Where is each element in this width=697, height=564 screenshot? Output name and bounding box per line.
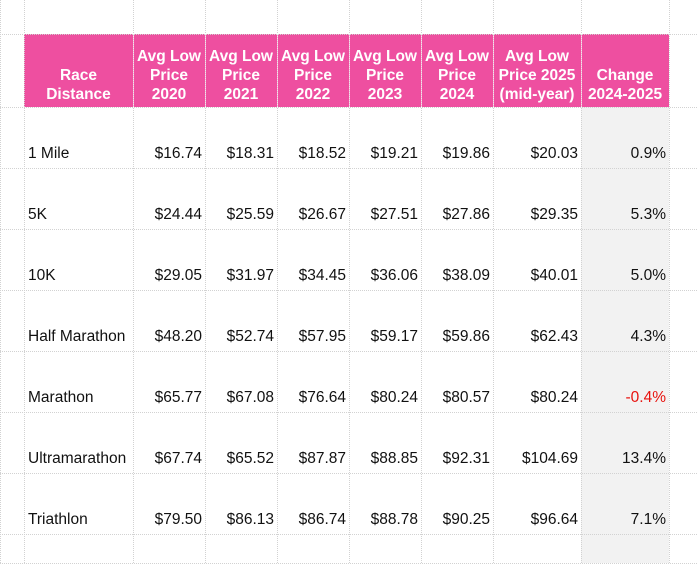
grid-column-line [581, 0, 582, 563]
change-cell[interactable]: 5.3% [630, 206, 666, 223]
header-cell[interactable]: Avg Low Price 2025 (mid-year) [498, 48, 576, 103]
price-cell[interactable]: $79.50 [154, 511, 202, 528]
price-cell[interactable]: $88.85 [370, 450, 418, 467]
grid-column-line [421, 0, 422, 563]
price-cell[interactable]: $38.09 [442, 267, 490, 284]
price-cell[interactable]: $59.17 [370, 328, 418, 345]
row-label-cell[interactable]: Marathon [28, 389, 94, 406]
grid-column-line [277, 0, 278, 563]
price-cell[interactable]: $27.51 [370, 206, 418, 223]
header-row [24, 34, 669, 107]
price-cell[interactable]: $36.06 [370, 267, 418, 284]
row-label-cell[interactable]: 5K [28, 206, 47, 223]
price-cell[interactable]: $24.44 [154, 206, 202, 223]
row-label-cell[interactable]: Triathlon [28, 511, 88, 528]
grid-column-line [24, 0, 25, 563]
header-cell[interactable]: Race Distance [46, 67, 111, 103]
header-cell[interactable]: Avg Low Price 2023 [352, 48, 417, 103]
grid-column-line [493, 0, 494, 563]
change-cell[interactable]: 4.3% [630, 328, 666, 345]
price-cell[interactable]: $34.45 [298, 267, 346, 284]
price-cell[interactable]: $27.86 [442, 206, 490, 223]
price-cell[interactable]: $52.74 [226, 328, 274, 345]
row-label-cell[interactable]: Ultramarathon [28, 450, 127, 467]
price-cell[interactable]: $29.35 [530, 206, 578, 223]
grid-row-line [0, 351, 697, 352]
price-cell[interactable]: $19.86 [442, 145, 490, 162]
price-cell[interactable]: $80.24 [370, 389, 418, 406]
price-cell[interactable]: $31.97 [226, 267, 274, 284]
price-cell[interactable]: $16.74 [154, 145, 202, 162]
header-separator [349, 34, 350, 107]
header-cell[interactable]: Avg Low Price 2024 [424, 48, 489, 103]
grid-column-line [133, 0, 134, 563]
price-cell[interactable]: $104.69 [521, 450, 578, 467]
price-cell[interactable]: $29.05 [154, 267, 202, 284]
price-cell[interactable]: $67.08 [226, 389, 274, 406]
header-cell[interactable]: Avg Low Price 2022 [280, 48, 345, 103]
grid-row-line [0, 107, 697, 108]
price-cell[interactable]: $25.59 [226, 206, 274, 223]
grid-row-line [0, 229, 697, 230]
price-cell[interactable]: $76.64 [298, 389, 346, 406]
price-cell[interactable]: $86.74 [298, 511, 346, 528]
change-cell[interactable]: 13.4% [622, 450, 666, 467]
grid-row-line [0, 34, 697, 35]
price-cell[interactable]: $80.57 [442, 389, 490, 406]
change-cell[interactable]: -0.4% [625, 389, 667, 406]
grid-row-line [0, 168, 697, 169]
price-cell[interactable]: $18.31 [226, 145, 274, 162]
header-separator [133, 34, 134, 107]
grid-row-line [0, 473, 697, 474]
price-cell[interactable]: $87.87 [298, 450, 346, 467]
price-cell[interactable]: $62.43 [530, 328, 578, 345]
price-cell[interactable]: $40.01 [530, 267, 578, 284]
grid-row-line [0, 290, 697, 291]
header-separator [493, 34, 494, 107]
header-cell[interactable]: Avg Low Price 2021 [208, 48, 273, 103]
price-cell[interactable]: $80.24 [530, 389, 578, 406]
grid-column-line [205, 0, 206, 563]
price-cell[interactable]: $26.67 [298, 206, 346, 223]
price-cell[interactable]: $92.31 [442, 450, 490, 467]
header-cell[interactable]: Avg Low Price 2020 [136, 48, 201, 103]
price-cell[interactable]: $88.78 [370, 511, 418, 528]
header-cell[interactable]: Change 2024-2025 [587, 67, 663, 103]
grid-column-line [669, 0, 670, 563]
change-cell[interactable]: 5.0% [630, 267, 666, 284]
header-separator [205, 34, 206, 107]
price-cell[interactable]: $67.74 [154, 450, 202, 467]
price-cell[interactable]: $96.64 [530, 511, 578, 528]
change-cell[interactable]: 0.9% [630, 145, 666, 162]
price-cell[interactable]: $90.25 [442, 511, 490, 528]
row-label-cell[interactable]: 10K [28, 267, 56, 284]
price-cell[interactable]: $65.52 [226, 450, 274, 467]
price-cell[interactable]: $57.95 [298, 328, 346, 345]
change-column-highlight [581, 107, 669, 563]
price-cell[interactable]: $65.77 [154, 389, 202, 406]
grid-row-line [0, 412, 697, 413]
change-cell[interactable]: 7.1% [630, 511, 666, 528]
header-separator [277, 34, 278, 107]
grid-row-line [0, 534, 697, 535]
price-cell[interactable]: $86.13 [226, 511, 274, 528]
row-label-cell[interactable]: Half Marathon [28, 328, 126, 345]
price-cell[interactable]: $19.21 [370, 145, 418, 162]
grid-column-line [0, 0, 1, 563]
price-cell[interactable]: $20.03 [530, 145, 578, 162]
price-cell[interactable]: $48.20 [154, 328, 202, 345]
price-cell[interactable]: $18.52 [298, 145, 346, 162]
header-separator [581, 34, 582, 107]
header-separator [421, 34, 422, 107]
grid-column-line [349, 0, 350, 563]
price-cell[interactable]: $59.86 [442, 328, 490, 345]
row-label-cell[interactable]: 1 Mile [28, 145, 70, 162]
